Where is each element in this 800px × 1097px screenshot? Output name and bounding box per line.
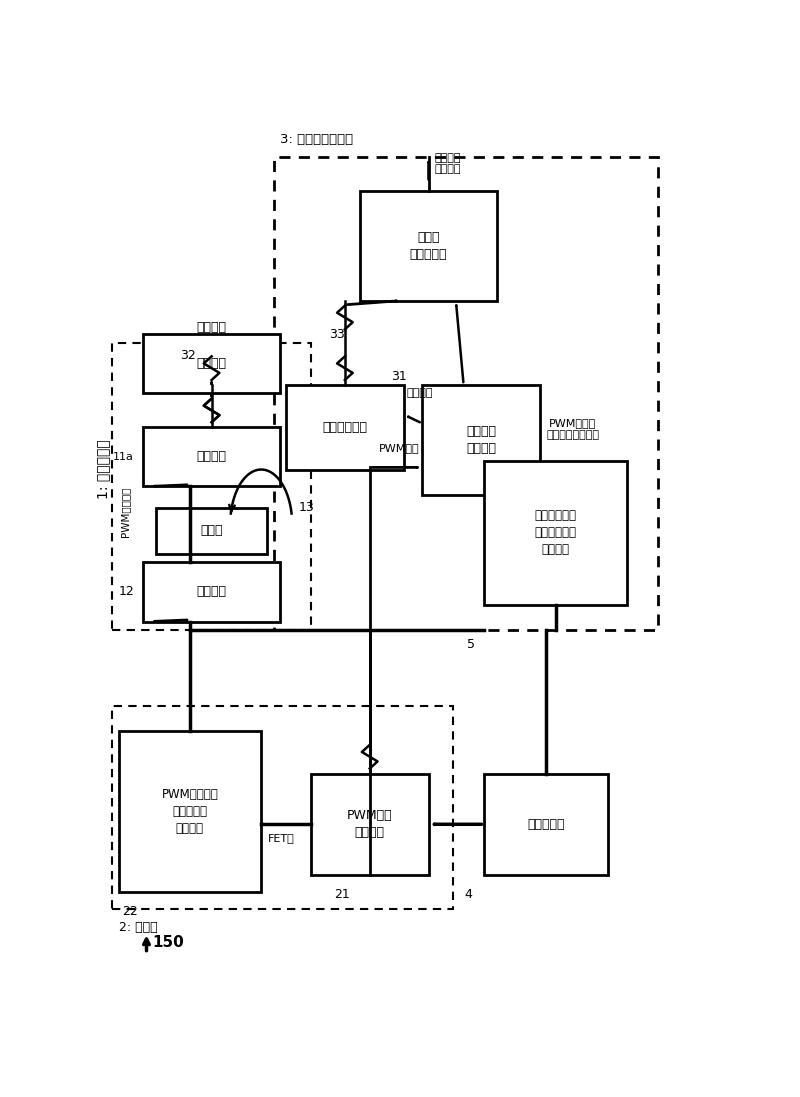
Text: 21: 21 xyxy=(334,887,350,901)
Text: 3: 变位位置检测部: 3: 变位位置检测部 xyxy=(280,133,353,146)
FancyBboxPatch shape xyxy=(360,191,497,301)
FancyBboxPatch shape xyxy=(156,508,267,554)
Text: 驱动控制部: 驱动控制部 xyxy=(528,817,565,830)
Text: 互感拼: 互感拼 xyxy=(200,524,223,538)
Text: 变位位置
检测信号: 变位位置 检测信号 xyxy=(435,152,462,174)
Text: 2: 驱动部: 2: 驱动部 xyxy=(118,921,158,935)
Text: 采样信号: 采样信号 xyxy=(407,387,434,398)
Text: 4: 4 xyxy=(464,887,472,901)
FancyBboxPatch shape xyxy=(310,773,429,875)
Text: 1: 电磁致动器: 1: 电磁致动器 xyxy=(96,440,110,499)
Text: PWM指示值
（例如，占空比）: PWM指示值 （例如，占空比） xyxy=(546,418,599,440)
FancyBboxPatch shape xyxy=(118,732,262,892)
Text: 12: 12 xyxy=(118,586,134,599)
Text: FET门: FET门 xyxy=(267,833,294,842)
Text: 电感线圈: 电感线圈 xyxy=(197,586,226,599)
Text: 13: 13 xyxy=(298,501,314,514)
FancyBboxPatch shape xyxy=(422,385,540,495)
Text: 150: 150 xyxy=(152,935,184,950)
FancyBboxPatch shape xyxy=(143,563,280,622)
Text: 32: 32 xyxy=(180,349,196,362)
Text: PWM信号
产生电路: PWM信号 产生电路 xyxy=(347,810,393,839)
Text: 测量电路: 测量电路 xyxy=(197,358,226,371)
FancyBboxPatch shape xyxy=(485,461,627,604)
Text: 22: 22 xyxy=(122,905,138,917)
Text: 采样信号
产生电路: 采样信号 产生电路 xyxy=(466,425,496,455)
Text: 11a: 11a xyxy=(114,452,134,462)
FancyBboxPatch shape xyxy=(143,428,280,486)
FancyBboxPatch shape xyxy=(286,385,404,470)
Text: 机械可动构件
（被驱动操作
元件部）: 机械可动构件 （被驱动操作 元件部） xyxy=(534,509,577,556)
Text: PWM驱动电流: PWM驱动电流 xyxy=(120,487,130,536)
Text: PWM信号: PWM信号 xyxy=(379,443,420,453)
Text: 31: 31 xyxy=(391,370,407,383)
Text: 5: 5 xyxy=(467,638,475,652)
Text: 电感线圈: 电感线圈 xyxy=(197,451,226,463)
Text: PWM驱动电路
（驱动电流
供给部）: PWM驱动电路 （驱动电流 供给部） xyxy=(162,788,218,835)
Text: 互耦系数: 互耦系数 xyxy=(197,321,226,335)
FancyBboxPatch shape xyxy=(143,335,280,394)
Text: 同步采样电路: 同步采样电路 xyxy=(322,421,367,433)
Text: 校正部
（校正表）: 校正部 （校正表） xyxy=(410,230,447,261)
FancyBboxPatch shape xyxy=(485,773,609,875)
Text: 33: 33 xyxy=(330,328,345,341)
